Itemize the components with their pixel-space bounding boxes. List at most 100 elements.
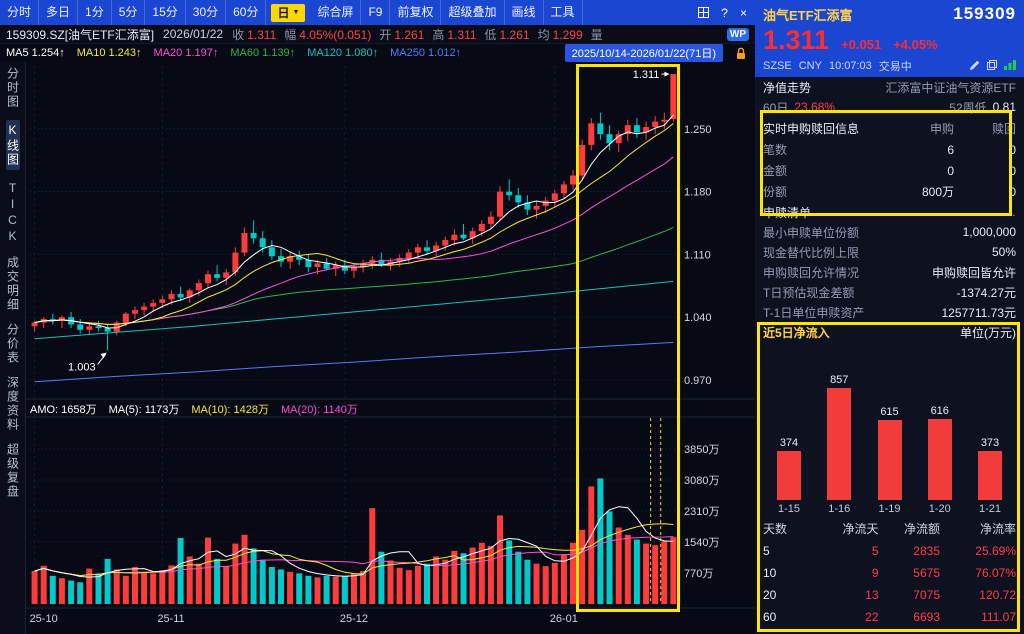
ma-bar: MA5 1.254↑ MA10 1.243↑ MA20 1.197↑ MA60 1.1… <box>0 44 755 62</box>
lock-icon[interactable] <box>735 47 747 60</box>
info-field-value: 1.299 <box>552 27 583 42</box>
menu-button-1[interactable]: 综合屏 <box>310 0 362 25</box>
detail-row: 现金替代比例上限 50% <box>755 242 1024 262</box>
flow-bar-slot: 857 1-16 <box>817 344 861 518</box>
sidebar: 分时图 K线图 TICK 成交明细分价表深度资料超级复盘 <box>0 62 26 634</box>
flow-table-header: 净流天 <box>842 522 879 536</box>
menu-button-4[interactable]: 超级叠加 <box>441 0 505 25</box>
info-field: 幅 4.05%(0.051) <box>284 26 371 43</box>
period-button-day[interactable]: 日 ▼ <box>271 3 306 22</box>
chart-area[interactable]: 25-10 25-11 25-12 26-01 1.250 1.180 1.110 1.040… <box>26 62 755 634</box>
date-range-pill: 2025/10/14-2026/01/22(71日) <box>564 44 723 62</box>
detail-row: 最小申赎单位份额 1,000,000 <box>755 222 1024 242</box>
sidebar-item-分价表[interactable]: 分价表 <box>5 323 20 365</box>
period-button-1[interactable]: 分时 <box>0 0 40 25</box>
toolbar: 分时 多日 1分 5分 15分 30分 60分 日 ▼ 综合屏 F9 前复权 超级叠加 画线 工具 ?… <box>0 0 755 25</box>
svg-text:3850万: 3850万 <box>684 444 719 456</box>
svg-text:1.180: 1.180 <box>684 187 712 199</box>
info-field-label: 收 <box>232 27 245 42</box>
flow-table-cell: 2835 <box>913 544 940 558</box>
wp-badge[interactable]: WP <box>726 27 749 41</box>
flow-bar <box>777 451 801 500</box>
info-field: 量 <box>591 26 606 43</box>
detail-row: T日预估现金差额 -1374.27元 <box>755 282 1024 302</box>
amo-bar: AMO: 1658万 MA(5): 1173万 MA(10): 1428万 MA(20… <box>30 401 358 417</box>
menu-button-3[interactable]: 前复权 <box>390 0 442 25</box>
amo-item: MA(5): 1173万 <box>108 404 180 416</box>
performance-row: 60日 23.68% 52周低 0.81 <box>755 97 1024 117</box>
flow-bar-slot: 373 1-21 <box>968 344 1012 518</box>
info-field-value: 4.05%(0.051) <box>299 27 372 42</box>
sidebar-item-超级复盘[interactable]: 超级复盘 <box>5 443 20 499</box>
subscribe-row-label: 笔数 <box>763 143 788 157</box>
subscribe-row: 份额 800万 0 <box>755 181 1024 202</box>
flow-table-cell: 20 <box>763 588 777 602</box>
signal-icon <box>1004 59 1016 73</box>
detail-value: 1,000,000 <box>962 225 1016 239</box>
close-icon[interactable]: × <box>739 5 747 20</box>
period-button-3[interactable]: 1分 <box>78 0 112 25</box>
subscribe-rows: 笔数 6 0 金额 0 0 份额 800万 0 <box>755 139 1024 202</box>
sidebar-item-深度资料[interactable]: 深度资料 <box>5 376 20 432</box>
flow-table-cell: 5 <box>763 544 770 558</box>
week52-value: 0.81 <box>992 100 1016 114</box>
right-panel: 油气ETF汇添富 159309 1.311 +0.051 +4.05% SZSE… <box>755 0 1024 634</box>
date-label: 2026/01/22 <box>163 27 224 41</box>
compare-icon[interactable] <box>987 59 997 73</box>
info-bar: 159309.SZ[油气ETF汇添富] 2026/01/22 收 1.311 幅 4.… <box>0 25 755 44</box>
info-field: 收 1.311 <box>232 26 276 43</box>
detail-value: 申购赎回皆允许 <box>931 265 1016 280</box>
info-field-value: 1.261 <box>394 27 425 42</box>
info-field: 均 1.299 <box>538 26 583 43</box>
svg-text:1.110: 1.110 <box>684 249 711 261</box>
subscribe-value-buy: 0 <box>947 163 954 178</box>
detail-value: 1257711.73元 <box>941 305 1016 320</box>
period-return: 23.68% <box>794 100 836 114</box>
subscribe-header: 实时申购赎回信息 申购 赎回 <box>755 117 1024 139</box>
ma-item-ma20: MA20 1.197↑ <box>153 47 219 59</box>
amo-item: MA(10): 1428万 <box>191 404 270 416</box>
edit-icon[interactable] <box>970 60 980 73</box>
subscribe-row-label: 份额 <box>763 185 788 199</box>
currency-label: CNY <box>798 60 822 72</box>
menu-button-2[interactable]: F9 <box>361 0 391 25</box>
period-button-7[interactable]: 60分 <box>226 0 267 25</box>
fund-code: 159309 <box>953 4 1016 23</box>
toolbar-icons: ? × <box>698 6 755 20</box>
svg-text:1.250: 1.250 <box>684 124 712 136</box>
more-icon[interactable]: … <box>1004 205 1016 219</box>
svg-text:0.970: 0.970 <box>684 375 712 387</box>
period-button-6[interactable]: 30分 <box>186 0 227 25</box>
period-button-2[interactable]: 多日 <box>39 0 79 25</box>
menu-button-5[interactable]: 画线 <box>505 0 544 25</box>
flow-table-header: 净流额 <box>903 522 940 536</box>
amo-item: AMO: 1658万 <box>30 404 97 416</box>
flow-table-cell: 7075 <box>913 588 940 602</box>
flow-bar-label: 1-21 <box>978 503 1002 515</box>
menu-button-6[interactable]: 工具 <box>544 0 583 25</box>
subscribe-value-sell: 0 <box>1009 142 1016 157</box>
subscribe-list-row[interactable]: 申赎清单 … <box>755 202 1024 222</box>
info-field-value: 1.311 <box>247 27 277 42</box>
help-icon[interactable]: ? <box>721 5 728 20</box>
sidebar-item-分时图[interactable]: 分时图 <box>5 67 20 109</box>
sidebar-item-K线图[interactable]: K线图 <box>5 120 20 170</box>
sidebar-item-TICK[interactable]: TICK <box>5 181 20 245</box>
flow-bar-label: 1-20 <box>928 503 951 515</box>
ma-item-ma120: MA120 1.080↑ <box>307 47 379 59</box>
flow-table-header: 净流率 <box>979 522 1016 536</box>
flow-bar-value: 615 <box>880 406 899 418</box>
period-button-5[interactable]: 15分 <box>145 0 186 25</box>
detail-row: T-1日单位申赎资产 1257711.73元 <box>755 302 1024 322</box>
sidebar-item-成交明细[interactable]: 成交明细 <box>5 256 20 312</box>
detail-label: 最小申赎单位份额 <box>763 225 860 240</box>
kline-volume-chart[interactable]: 25-10 25-11 25-12 26-01 1.250 1.180 1.110 1.040… <box>26 62 755 634</box>
flow-table-cell: 22 <box>865 610 879 624</box>
subscribe-col-sell: 赎回 <box>991 121 1016 136</box>
nav-row: 净值走势 汇添富中证油气资源ETF <box>755 77 1024 97</box>
detail-label: 申购赎回允许情况 <box>763 265 860 280</box>
info-field: 高 1.311 <box>432 26 476 43</box>
period-button-4[interactable]: 5分 <box>112 0 146 25</box>
info-field-label: 开 <box>379 27 392 42</box>
grid-icon[interactable] <box>698 7 710 18</box>
